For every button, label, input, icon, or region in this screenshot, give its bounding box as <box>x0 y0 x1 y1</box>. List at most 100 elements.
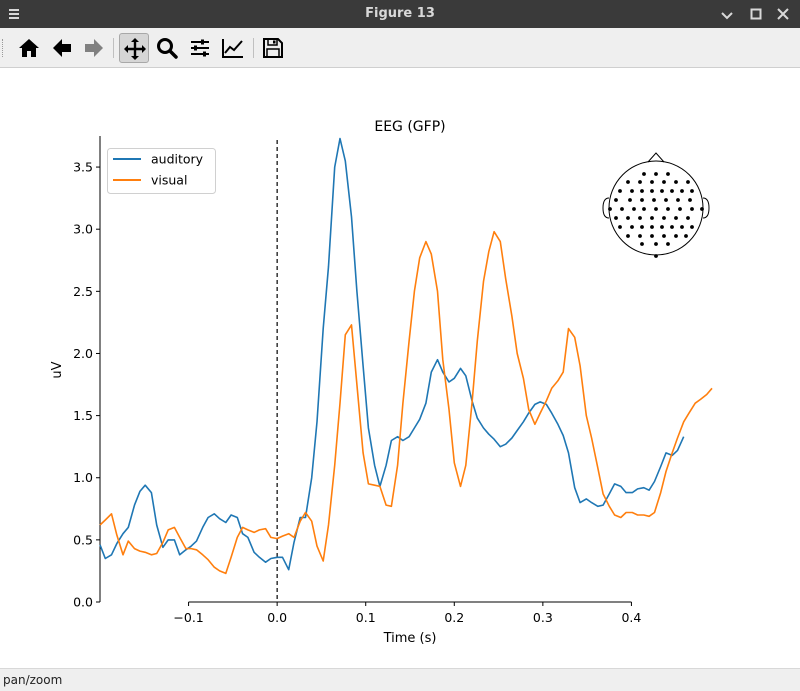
x-tick-label: −0.1 <box>173 610 203 625</box>
move-icon <box>124 38 146 60</box>
sensor-dot <box>650 216 654 220</box>
sliders-icon <box>191 39 209 57</box>
configure-subplots-button[interactable] <box>185 33 215 63</box>
hamburger-menu-icon[interactable] <box>6 5 22 23</box>
right-ear-outline <box>702 197 710 219</box>
sensor-dot <box>674 234 678 238</box>
sensor-layout-inset <box>602 152 710 258</box>
sensor-dot <box>640 198 644 202</box>
y-tick-label: 1.5 <box>73 408 93 423</box>
y-tick-label: 1.0 <box>73 470 93 485</box>
home-button[interactable] <box>14 33 44 63</box>
toolbar-separator <box>253 38 254 58</box>
sensor-dot <box>638 234 642 238</box>
arrow-left-icon <box>53 39 71 57</box>
save-button[interactable] <box>258 33 288 63</box>
sensor-dot <box>650 234 654 238</box>
sensor-dot <box>628 198 632 202</box>
sensor-dot <box>688 198 692 202</box>
x-tick-label: 0.3 <box>533 610 553 625</box>
sensor-dot <box>662 180 666 184</box>
sensor-dot <box>618 225 622 229</box>
pan-button[interactable] <box>119 33 149 63</box>
sensor-dot <box>654 254 658 258</box>
chart-title: EEG (GFP) <box>374 119 445 135</box>
minimize-icon[interactable] <box>718 5 736 23</box>
maximize-icon[interactable] <box>747 5 765 23</box>
sensor-dot <box>690 225 694 229</box>
x-tick-label: 0.0 <box>267 610 287 625</box>
sensor-dot <box>620 207 624 211</box>
sensor-dot <box>690 207 694 211</box>
sensor-dot <box>650 225 654 229</box>
sensor-dot <box>638 180 642 184</box>
series-lines <box>99 137 713 575</box>
sensor-dot <box>614 198 618 202</box>
status-mode-text: pan/zoom <box>3 673 63 687</box>
sensor-dot <box>608 207 612 211</box>
forward-button[interactable] <box>79 33 109 63</box>
sensor-dot <box>676 198 680 202</box>
sensor-dot <box>680 225 684 229</box>
sensor-dot <box>626 216 630 220</box>
arrow-right-icon <box>85 39 103 57</box>
close-icon[interactable] <box>774 5 792 23</box>
sensor-dot <box>666 207 670 211</box>
sensor-dot <box>678 207 682 211</box>
home-icon <box>19 39 39 57</box>
sensor-dot <box>670 225 674 229</box>
magnifier-icon <box>157 38 178 59</box>
window-titlebar: Figure 13 <box>0 0 800 28</box>
sensor-dot <box>684 234 688 238</box>
sensor-dot <box>674 216 678 220</box>
sensor-dot <box>642 207 646 211</box>
y-tick-label: 0.5 <box>73 532 93 547</box>
figure-canvas[interactable]: EEG (GFP) 0.0 0.5 1.0 1.5 2.0 2.5 3.0 3.5 −0.1 0.0… <box>0 68 800 668</box>
axes: EEG (GFP) 0.0 0.5 1.0 1.5 2.0 2.5 3.0 3.5 −0.1 0.0… <box>50 119 641 646</box>
series-line-auditory <box>99 137 685 571</box>
toolbar-separator <box>113 38 114 58</box>
sensor-dot <box>674 180 678 184</box>
y-tick-label: 0.0 <box>73 595 93 610</box>
sensor-dot <box>618 189 622 193</box>
y-tick-label: 2.0 <box>73 346 93 361</box>
eeg-gfp-chart: EEG (GFP) 0.0 0.5 1.0 1.5 2.0 2.5 3.0 3.5 −0.1 0.0… <box>50 119 713 646</box>
sensor-dot <box>660 189 664 193</box>
sensor-dot <box>626 234 630 238</box>
sensor-dot <box>650 189 654 193</box>
sensor-dot <box>632 207 636 211</box>
edit-axis-button[interactable] <box>218 33 248 63</box>
toolbar-grip[interactable] <box>2 39 5 57</box>
sensor-dot <box>680 189 684 193</box>
sensor-dot <box>686 180 690 184</box>
sensor-dot <box>654 172 658 176</box>
sensor-dot <box>638 216 642 220</box>
sensor-dot <box>666 172 670 176</box>
y-axis-label: uV <box>50 361 65 378</box>
sensor-dot <box>660 225 664 229</box>
line-chart-icon <box>222 39 243 58</box>
y-tick-label: 2.5 <box>73 284 93 299</box>
sensor-dot <box>686 216 690 220</box>
sensor-dot <box>690 189 694 193</box>
sensor-dot <box>614 216 618 220</box>
x-tick-label: 0.4 <box>621 610 641 625</box>
sensor-dot <box>640 189 644 193</box>
nose-outline <box>647 152 665 163</box>
sensor-dot <box>670 189 674 193</box>
floppy-icon <box>263 38 283 58</box>
window-title: Figure 13 <box>365 6 435 21</box>
zoom-button[interactable] <box>152 33 182 63</box>
sensor-dot <box>662 234 666 238</box>
sensor-dot <box>640 242 644 246</box>
sensor-dot <box>652 198 656 202</box>
sensor-dot <box>700 207 704 211</box>
sensor-dot <box>664 198 668 202</box>
x-axis-label: Time (s) <box>383 631 437 646</box>
sensor-dot <box>630 225 634 229</box>
series-line-visual <box>99 230 713 575</box>
sensor-dot <box>630 189 634 193</box>
back-button[interactable] <box>47 33 77 63</box>
sensor-dot <box>654 242 658 246</box>
sensor-dot <box>626 180 630 184</box>
